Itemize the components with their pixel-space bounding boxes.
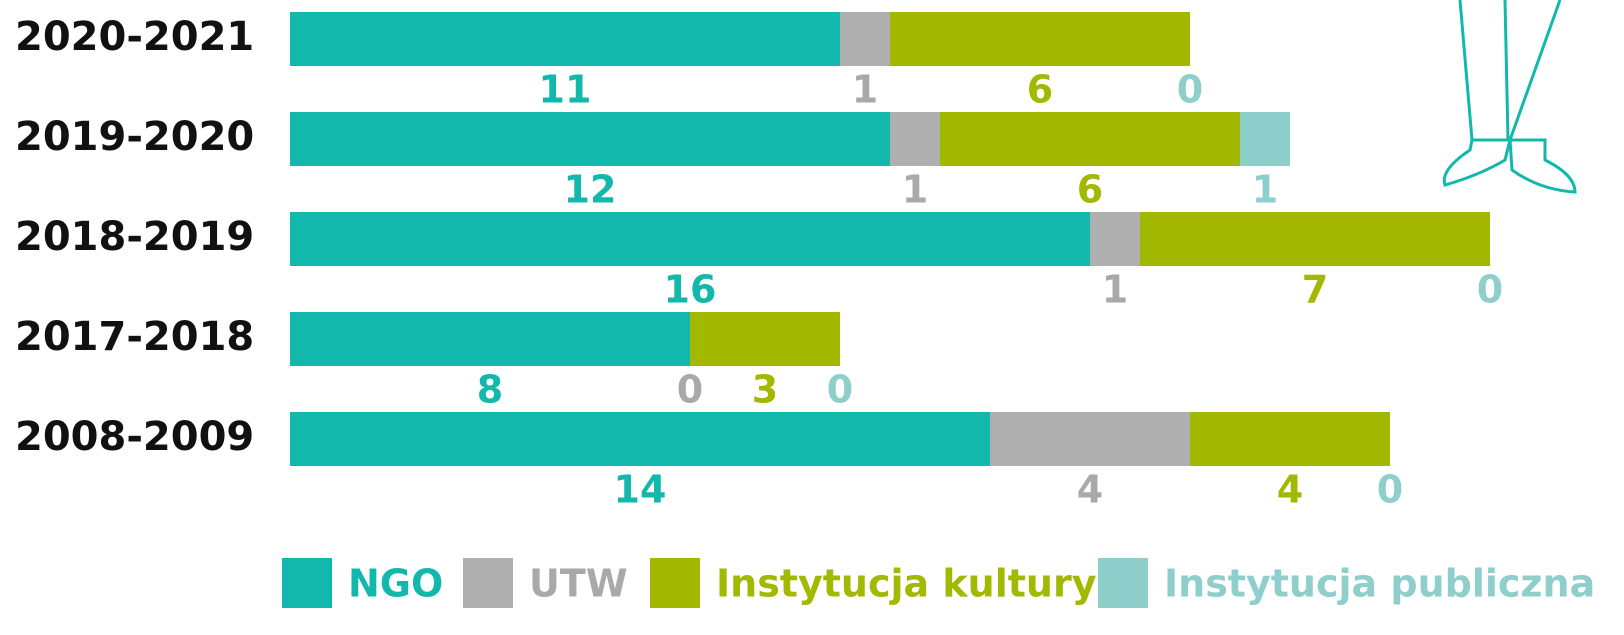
value-label: 7: [1302, 268, 1328, 312]
category-label: 2017-2018: [15, 314, 254, 360]
legend-swatch: [463, 558, 513, 608]
chart: 2020-2021111602019-2020121612018-2019161…: [0, 0, 1624, 635]
page: {"chart_data": {"type": "stacked-bar", "…: [0, 0, 1624, 635]
bar-segment: [890, 12, 1190, 66]
bar-segment: [290, 212, 1090, 266]
value-label: 0: [827, 368, 853, 412]
bar-segment: [290, 12, 840, 66]
value-label: 11: [539, 68, 592, 112]
bar-segment: [840, 12, 890, 66]
legend-label: Instytucja publiczna: [1164, 562, 1595, 606]
legend-swatch: [282, 558, 332, 608]
value-label: 1: [1102, 268, 1128, 312]
bar-segment: [690, 312, 840, 366]
bar-segment: [1090, 212, 1140, 266]
legend-swatch: [1098, 558, 1148, 608]
category-label: 2020-2021: [15, 14, 254, 60]
value-label: 1: [1252, 168, 1278, 212]
category-label: 2008-2009: [15, 414, 254, 460]
value-label: 0: [1477, 268, 1503, 312]
bar-segment: [890, 112, 940, 166]
category-label: 2018-2019: [15, 214, 254, 260]
value-label: 3: [752, 368, 778, 412]
legend-swatch: [650, 558, 700, 608]
value-label: 16: [664, 268, 717, 312]
legend-label: Instytucja kultury: [716, 562, 1097, 606]
bar-segment: [1190, 412, 1390, 466]
bar-segment: [1240, 112, 1290, 166]
value-label: 4: [1277, 468, 1303, 512]
category-label: 2019-2020: [15, 114, 254, 160]
bar-segment: [290, 312, 690, 366]
bar-segment: [990, 412, 1190, 466]
value-label: 1: [902, 168, 928, 212]
bar-segment: [290, 112, 890, 166]
value-label: 6: [1027, 68, 1053, 112]
value-label: 8: [477, 368, 503, 412]
value-label: 6: [1077, 168, 1103, 212]
value-label: 12: [564, 168, 617, 212]
value-label: 4: [1077, 468, 1103, 512]
bar-segment: [290, 412, 990, 466]
legend-label: UTW: [529, 562, 628, 606]
legend-label: NGO: [348, 562, 443, 606]
value-label: 14: [614, 468, 667, 512]
value-label: 1: [852, 68, 878, 112]
value-label: 0: [677, 368, 703, 412]
bar-segment: [940, 112, 1240, 166]
bar-segment: [1140, 212, 1490, 266]
person-illustration: [1444, 0, 1575, 192]
value-label: 0: [1377, 468, 1403, 512]
value-label: 0: [1177, 68, 1203, 112]
